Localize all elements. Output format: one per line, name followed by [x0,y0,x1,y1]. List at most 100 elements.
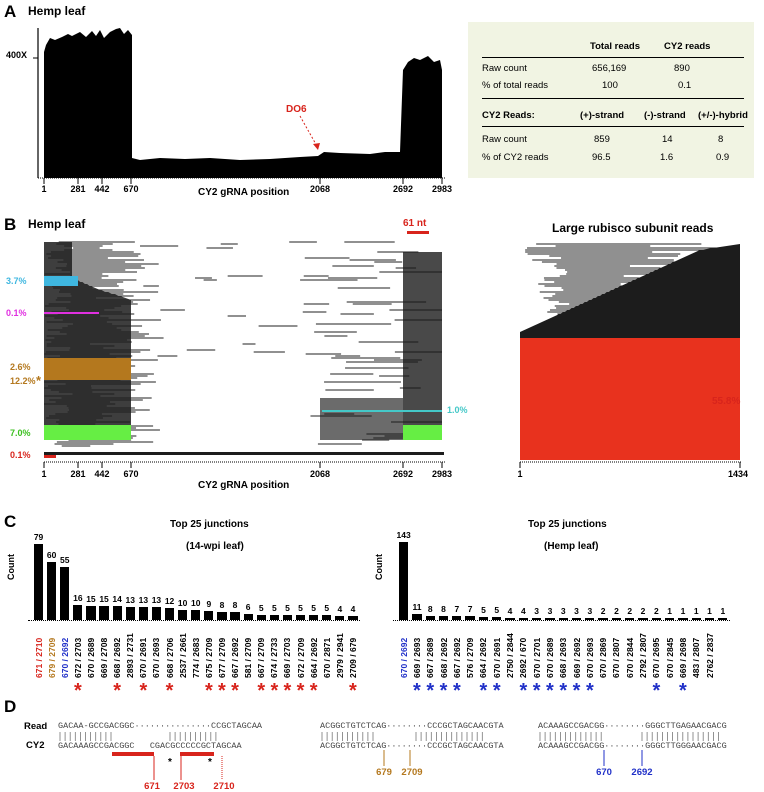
junction-bar [309,615,319,620]
junction-bar [691,618,701,620]
panel-a-label: A [4,2,17,21]
rubisco-title: Large rubisco subunit reads [552,221,714,235]
pos-671: 671 [144,781,160,792]
right-cy2-seq: ACAAAGCCGACGG········GGGCTTGGGAACGACG [538,741,727,751]
panel-b-title: Hemp leaf [28,217,86,231]
junction-bar [598,618,608,620]
junction-bar [125,607,135,620]
table-cell: 96.5 [592,152,611,163]
reads-tick-label: 2068 [309,469,331,479]
junction-bar [348,616,358,620]
coverage-tick-label: 2068 [309,184,331,194]
junction-bar [47,562,57,620]
junction-bar [585,618,595,620]
coverage-tick-label: 1 [41,184,47,194]
junction-star: * [257,680,266,702]
junction-bar [545,618,555,620]
junction-bar [335,616,345,620]
table-cell: 0.1 [678,80,692,91]
mid-read-seq: ACGGCTGTCTCAG········CCCGCTAGCAACGTA [320,721,504,731]
coverage-tick-label: 2692 [392,184,414,194]
pos-2710: 2710 [213,781,235,792]
junction-bar [86,605,96,620]
junction-bar [256,615,266,620]
read-label: Read [24,721,48,732]
brown-band [44,358,131,380]
junction-count: 10 [177,598,188,609]
junction-count: 1 [707,606,712,616]
reads-tick-label: 2983 [431,469,453,479]
junction-bar [505,617,515,620]
table-col-total: Total reads [590,41,640,52]
junction-bar [243,614,253,620]
junction-count: 5 [271,603,277,614]
junction-bar [478,617,489,620]
junction-axis-right [393,620,730,621]
junction-bar [611,618,622,620]
junction-star: * [585,680,594,702]
pct-teal: 1.0% [447,405,468,415]
junction-count: 1 [667,606,673,616]
pct-rubisco: 55.8% [712,396,741,407]
table-rule [482,126,744,127]
junction-bar [558,618,568,620]
green-band-left [44,425,131,440]
magenta-band [44,312,99,314]
coverage-tick-label: 2983 [431,184,453,194]
junction-star: * [426,680,435,702]
junction-star: * [204,680,213,702]
junction-left-title: Top 25 junctions [170,519,249,530]
bottom-read-band [44,452,444,455]
junction-count: 8 [232,600,238,611]
pairing-ticks [59,732,719,741]
junction-bar [99,605,109,620]
table-cell: 8 [718,134,724,145]
junction-star: * [679,680,687,702]
junction-bar [60,566,70,620]
pct-green: 7.0% [10,428,31,438]
junction-count: 14 [112,594,122,605]
junction-bar [531,618,542,620]
junction-count: 60 [46,550,57,561]
junction-count: 3 [560,606,566,616]
pct-brown-b: 12.2% [10,376,36,386]
junction-star: * [413,680,421,702]
junction-count: 8 [219,600,225,611]
junction-bar [217,612,227,620]
panel-a-title: Hemp leaf [28,4,86,18]
junction-bar [651,618,661,620]
junction-count: 2 [627,606,633,616]
junction-star: * [270,680,279,702]
table-cell: 1.6 [660,152,674,163]
pos-2709: 2709 [401,767,423,778]
junction-count: 10 [191,598,201,609]
junction-count: 11 [412,601,422,612]
pct-brown-star: * [36,373,42,388]
junction-bar [33,543,44,620]
table-cell: 14 [662,134,673,145]
junction-bar [204,611,214,620]
junction-count: 1 [680,606,686,616]
junction-star: * [283,680,292,702]
pos-679: 679 [376,767,392,778]
junction-count: 12 [164,596,175,607]
left-bar-star-1: * [168,757,172,768]
junction-bar [178,610,188,620]
junction-count: 13 [151,595,162,606]
junction-count: 1 [720,606,726,616]
junction-star: * [546,680,554,702]
read-alignment-plot [43,241,742,468]
pos-2703: 2703 [173,781,195,792]
junction-bar [73,604,83,620]
scale-bar [407,231,429,234]
junction-count: 16 [73,592,83,603]
panel-d-label: D [4,697,17,716]
junction-bar [465,616,475,620]
junction-bar [282,615,293,620]
junction-count: 13 [138,595,149,606]
junction-star: * [479,680,488,702]
cyan-band [44,276,78,286]
coverage-y-label: 400X [6,50,28,60]
junction-bar [664,618,675,620]
junction-right-title: Top 25 junctions [528,519,607,530]
